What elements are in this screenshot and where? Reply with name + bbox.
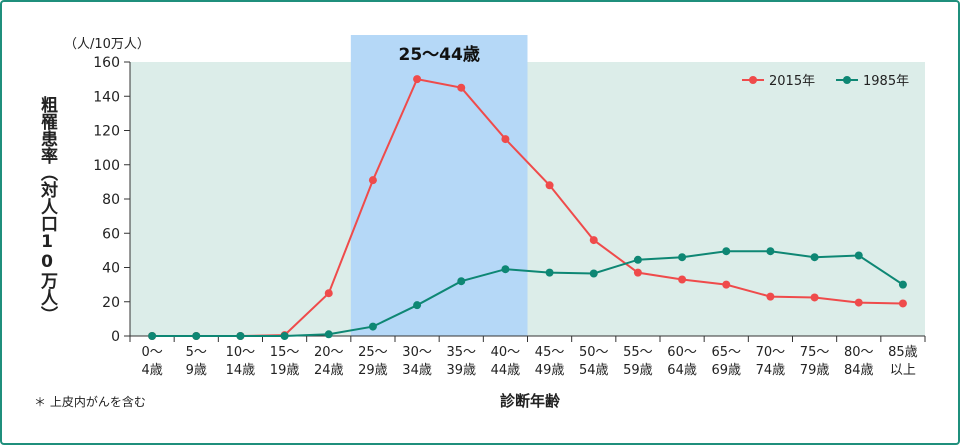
y-tick-label: 80 bbox=[102, 192, 120, 208]
footnote: ＊ 上皮内がんを含む bbox=[34, 395, 146, 409]
data-point bbox=[192, 332, 201, 340]
legend-entry: 1985年 bbox=[863, 74, 909, 89]
x-tick-label-top: 60～ bbox=[667, 345, 697, 360]
data-point bbox=[810, 253, 819, 262]
x-axis-label: 診断年齢 bbox=[499, 392, 560, 410]
data-point bbox=[501, 135, 510, 144]
data-point bbox=[280, 332, 289, 340]
x-tick-label-bottom: 24歳 bbox=[314, 363, 344, 378]
x-tick-label-bottom: 59歳 bbox=[623, 363, 653, 378]
y-tick-label: 60 bbox=[102, 226, 120, 242]
data-point bbox=[501, 265, 510, 274]
data-point bbox=[324, 289, 333, 298]
data-point bbox=[898, 299, 907, 308]
x-tick-label-top: 65～ bbox=[711, 345, 741, 360]
y-tick-label: 120 bbox=[93, 124, 120, 140]
x-tick-label-top: 80～ bbox=[844, 345, 874, 360]
y-tick-label: 140 bbox=[93, 89, 120, 105]
data-point bbox=[898, 280, 907, 289]
x-tick-label-top: 75～ bbox=[800, 345, 830, 360]
x-tick-label-bottom: 69歳 bbox=[711, 363, 741, 378]
x-tick-label-top: 55～ bbox=[623, 345, 653, 360]
series-line-2 bbox=[152, 250, 904, 337]
data-point bbox=[236, 332, 245, 340]
data-point bbox=[368, 176, 377, 185]
data-point bbox=[545, 181, 554, 190]
x-tick-label-bottom: 14歳 bbox=[226, 363, 256, 378]
x-tick-label-top: 35～ bbox=[446, 345, 476, 360]
x-tick-label-top: 0～ bbox=[141, 345, 162, 360]
data-point bbox=[589, 269, 598, 278]
x-tick-label-top: 25～ bbox=[358, 345, 388, 360]
x-tick-label-top: 85歳 bbox=[888, 345, 918, 360]
data-point bbox=[722, 247, 731, 256]
x-tick-label-top: 5～ bbox=[186, 345, 207, 360]
data-point bbox=[854, 251, 863, 260]
legend-marker bbox=[749, 76, 757, 84]
y-axis-unit: （人/10万人） bbox=[64, 37, 150, 52]
x-tick-label-bottom: 64歳 bbox=[667, 363, 697, 378]
x-tick-label-bottom: 74歳 bbox=[756, 363, 786, 378]
data-point bbox=[678, 275, 687, 284]
data-point bbox=[766, 292, 775, 301]
x-tick-label-top: 40～ bbox=[491, 345, 521, 360]
data-point bbox=[810, 293, 819, 302]
x-tick-label-bottom: 54歳 bbox=[579, 363, 609, 378]
highlight-label: 25～44歳 bbox=[399, 44, 480, 65]
x-tick-label-bottom: 84歳 bbox=[844, 363, 874, 378]
data-point bbox=[633, 268, 642, 277]
y-tick-label: 160 bbox=[93, 55, 120, 71]
x-tick-label-top: 10～ bbox=[226, 345, 256, 360]
data-point bbox=[589, 236, 598, 245]
y-tick-label: 40 bbox=[102, 261, 120, 277]
x-tick-label-bottom: 以上 bbox=[890, 363, 916, 378]
x-tick-label-bottom: 19歳 bbox=[270, 363, 300, 378]
x-tick-label-bottom: 49歳 bbox=[535, 363, 565, 378]
x-tick-label-bottom: 29歳 bbox=[358, 363, 388, 378]
x-tick-label-bottom: 34歳 bbox=[402, 363, 432, 378]
x-tick-label-top: 15～ bbox=[270, 345, 300, 360]
data-point bbox=[413, 301, 422, 310]
data-point bbox=[678, 253, 687, 262]
data-point bbox=[722, 280, 731, 289]
y-tick-label: 100 bbox=[93, 158, 120, 174]
data-point bbox=[413, 75, 422, 84]
data-point bbox=[457, 83, 466, 92]
x-tick-label-top: 50～ bbox=[579, 345, 609, 360]
data-point bbox=[457, 277, 466, 286]
y-tick-label: 0 bbox=[111, 329, 120, 345]
data-point bbox=[854, 298, 863, 307]
legend-marker bbox=[843, 76, 851, 84]
data-point bbox=[633, 255, 642, 264]
x-tick-label-top: 30～ bbox=[402, 345, 432, 360]
y-tick-label: 20 bbox=[102, 295, 120, 311]
x-tick-label-top: 70～ bbox=[756, 345, 786, 360]
x-tick-label-top: 20～ bbox=[314, 345, 344, 360]
data-point bbox=[766, 247, 775, 256]
data-point bbox=[324, 330, 333, 339]
x-tick-label-bottom: 4歳 bbox=[141, 363, 162, 378]
y-axis-label: 粗罹患率（対人口10万人） bbox=[37, 96, 57, 323]
data-point bbox=[368, 322, 377, 331]
x-tick-label-top: 45～ bbox=[535, 345, 565, 360]
x-tick-label-bottom: 9歳 bbox=[186, 363, 207, 378]
data-point bbox=[545, 268, 554, 277]
x-tick-label-bottom: 79歳 bbox=[800, 363, 830, 378]
x-tick-label-bottom: 44歳 bbox=[491, 363, 521, 378]
data-point bbox=[148, 332, 157, 340]
x-tick-label-bottom: 39歳 bbox=[446, 363, 476, 378]
legend-entry: 2015年 bbox=[769, 74, 815, 89]
highlight-band bbox=[350, 35, 528, 336]
